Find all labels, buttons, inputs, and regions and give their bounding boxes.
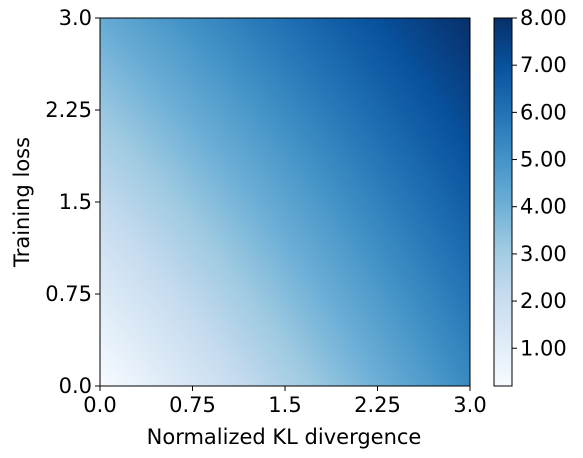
heatmap-surface: [100, 18, 470, 386]
x-tick-label: 3.0: [453, 393, 486, 417]
colorbar-tick-label: 5.00: [520, 148, 567, 172]
y-tick-label: 1.5: [59, 190, 92, 214]
y-tick-label: 0.0: [59, 374, 92, 398]
x-axis: 0.0 0.75 1.5 2.25 3.0: [83, 386, 487, 417]
colorbar-frame: [493, 17, 513, 387]
x-tick-label: 1.5: [268, 393, 301, 417]
colorbar: 1.00 2.00 3.00 4.00 5.00 6.00 7.00 8.00: [493, 6, 567, 387]
colorbar-tick-label: 2.00: [520, 289, 567, 313]
x-axis-label: Normalized KL divergence: [147, 425, 422, 449]
x-tick-label: 2.25: [354, 393, 401, 417]
y-tick-label: 3.0: [59, 6, 92, 30]
plot-area: [99, 17, 471, 387]
x-tick-label: 0.0: [83, 393, 116, 417]
y-tick-label: 2.25: [45, 98, 92, 122]
y-tick-label: 0.75: [45, 282, 92, 306]
colorbar-tick-label: 1.00: [520, 336, 567, 360]
colorbar-tick-label: 6.00: [520, 100, 567, 124]
colorbar-tick-label: 7.00: [520, 53, 567, 77]
colorbar-gradient: [494, 18, 512, 386]
colorbar-tick-label: 3.00: [520, 242, 567, 266]
y-axis-label: Training loss: [10, 137, 34, 268]
colorbar-tick-label: 4.00: [520, 195, 567, 219]
colorbar-tick-label: 8.00: [520, 6, 567, 30]
y-axis: 0.0 0.75 1.5 2.25 3.0: [45, 6, 100, 398]
colorbar-ticks: 1.00 2.00 3.00 4.00 5.00 6.00 7.00 8.00: [512, 6, 567, 360]
x-tick-label: 0.75: [169, 393, 216, 417]
